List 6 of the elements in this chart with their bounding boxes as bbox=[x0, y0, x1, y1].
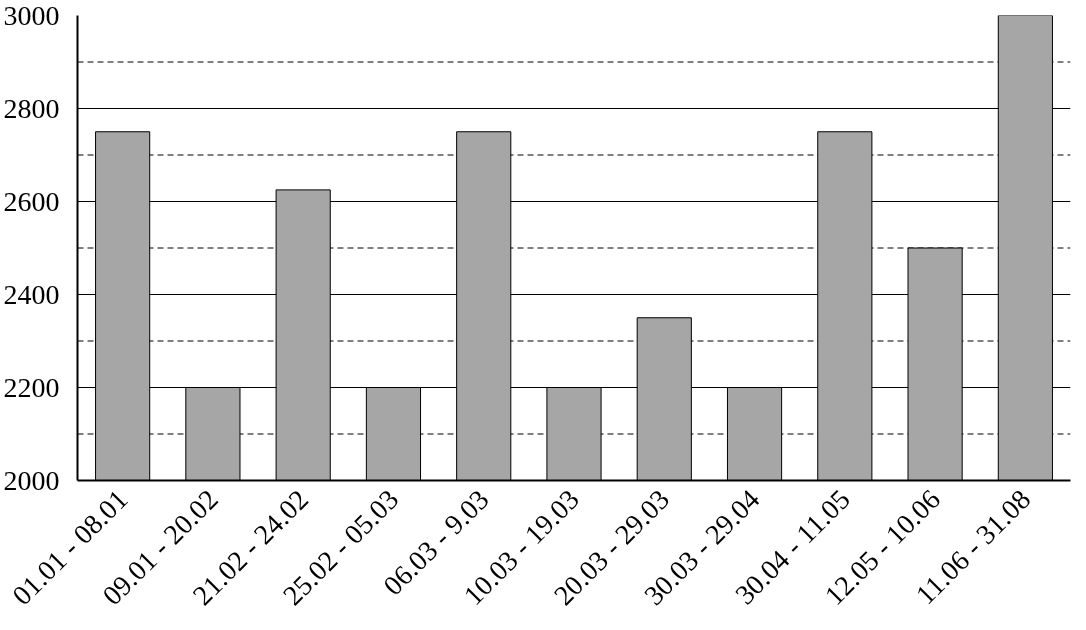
y-tick-label: 2800 bbox=[3, 92, 60, 124]
y-tick-label: 2600 bbox=[3, 185, 60, 217]
y-tick-label: 2400 bbox=[3, 278, 60, 310]
y-tick-label: 2200 bbox=[3, 371, 60, 403]
y-tick-label: 2000 bbox=[3, 464, 60, 496]
y-tick-label: 3000 bbox=[3, 0, 60, 31]
